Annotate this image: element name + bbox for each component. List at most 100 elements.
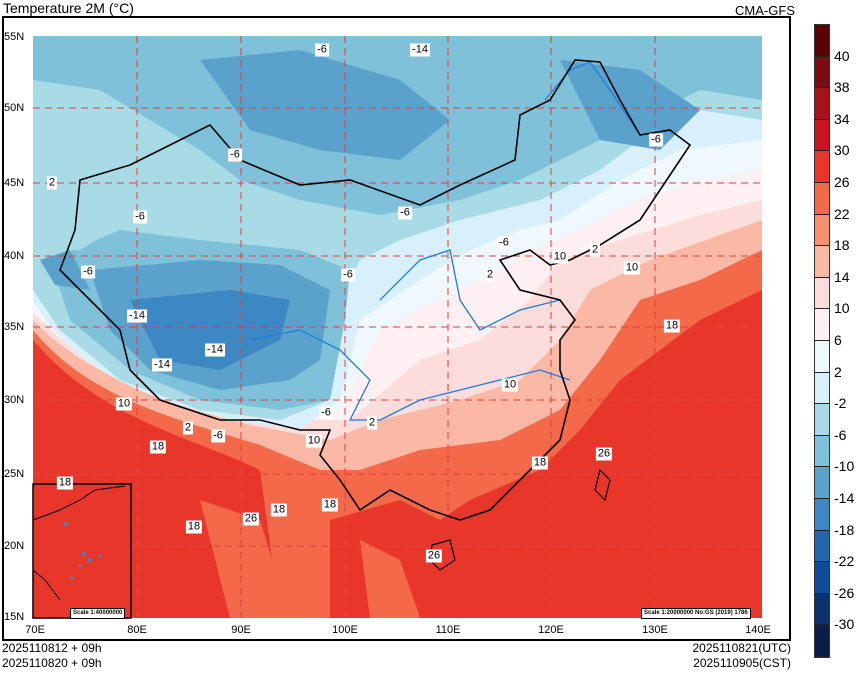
colorbar-label: 14 <box>834 268 850 285</box>
lat-label: 25N <box>4 468 25 480</box>
lat-label: 55N <box>4 31 25 43</box>
contour-label: 2 <box>589 243 601 257</box>
lat-label: 40N <box>4 250 25 262</box>
colorbar-bin <box>815 435 829 468</box>
contour-label: 10 <box>501 378 519 392</box>
inset-scale: Scale 1:40000000 <box>70 608 126 619</box>
contour-label: 10 <box>551 250 569 264</box>
valid-time-utc: 2025110821(UTC) <box>692 641 791 655</box>
contour-label: 10 <box>115 397 133 411</box>
contour-label: -6 <box>497 236 511 250</box>
contour-label: -6 <box>319 406 333 420</box>
valid-time-cst: 2025110905(CST) <box>693 656 791 670</box>
china-border <box>59 59 692 521</box>
colorbar-label: -6 <box>834 426 847 443</box>
contour-label: -14 <box>410 43 430 57</box>
contour-label: -14 <box>205 343 225 357</box>
plot-frame <box>2 16 791 641</box>
model-name: CMA-GFS <box>735 3 795 18</box>
contour-label: 26 <box>242 512 260 526</box>
init-time-1: 2025110812 + 09h <box>2 641 102 655</box>
colorbar-bin <box>815 277 829 310</box>
contour-label: 10 <box>623 261 641 275</box>
lat-label: 45N <box>4 177 25 189</box>
lat-label: 15N <box>4 611 25 623</box>
lon-label: 80E <box>127 624 147 636</box>
contour-label: 2 <box>182 421 194 435</box>
main-scale: Scale 1:20000000 No:GS (2019) 1786 <box>641 608 751 619</box>
colorbar-label: -18 <box>834 521 855 538</box>
colorbar-bin <box>815 404 829 436</box>
colorbar-label: -22 <box>834 553 855 570</box>
colorbar-label: 6 <box>834 332 842 348</box>
colorbar-bin <box>815 151 829 183</box>
contour-label: -6 <box>341 268 355 282</box>
colorbar-bin <box>815 372 829 405</box>
contour-label: -6 <box>211 429 225 443</box>
contour-label: 18 <box>531 456 549 470</box>
lon-label: 120E <box>538 624 564 636</box>
contour-label: 10 <box>305 434 323 448</box>
colorbar-label: 2 <box>834 363 842 380</box>
contour-label: -6 <box>133 210 147 224</box>
colorbar-bin <box>815 625 829 657</box>
lat-label: 35N <box>4 321 25 333</box>
contour-label: 2 <box>484 268 496 282</box>
chart-title: Temperature 2M (°C) <box>3 0 134 16</box>
colorbar-bin <box>815 340 829 373</box>
lon-label: 130E <box>642 624 668 636</box>
lon-label: 100E <box>332 624 358 636</box>
colorbar-bin <box>815 246 829 278</box>
contour-label: 18 <box>270 503 288 517</box>
inset-map <box>32 483 132 619</box>
contour-label: -6 <box>398 206 412 220</box>
contour-label: 26 <box>425 549 443 563</box>
colorbar-bin <box>815 593 829 626</box>
lat-label: 20N <box>4 540 25 552</box>
colorbar <box>814 24 830 658</box>
lon-label: 110E <box>435 624 461 636</box>
colorbar-label: -30 <box>834 616 855 633</box>
contour-label: 2 <box>46 176 58 190</box>
colorbar-label: 18 <box>834 237 850 254</box>
colorbar-bin <box>815 182 829 215</box>
colorbar-label: -2 <box>834 395 847 412</box>
colorbar-bin <box>815 309 829 341</box>
colorbar-label: 38 <box>834 79 850 96</box>
colorbar-label: 40 <box>834 47 850 64</box>
contour-label: -14 <box>127 309 147 323</box>
contour-label: 18 <box>149 440 167 454</box>
colorbar-bin <box>815 88 829 120</box>
colorbar-label: -26 <box>834 584 855 601</box>
lon-label: 140E <box>745 624 771 636</box>
lat-label: 50N <box>4 102 25 114</box>
contour-label: 26 <box>595 447 613 461</box>
colorbar-label: -14 <box>834 490 855 506</box>
contour-label: -6 <box>81 265 95 279</box>
colorbar-label: 10 <box>834 300 850 317</box>
colorbar-bin <box>815 467 829 499</box>
contour-label: 18 <box>185 520 203 534</box>
contour-label: 18 <box>663 319 681 333</box>
colorbar-bin <box>815 56 829 89</box>
lon-label: 90E <box>231 624 251 636</box>
init-time-2: 2025110820 + 09h <box>2 656 102 670</box>
contour-label: -6 <box>315 43 329 57</box>
colorbar-label: 34 <box>834 110 850 127</box>
contour-label: 18 <box>56 476 74 490</box>
contour-label: -14 <box>152 358 172 372</box>
colorbar-bin <box>815 25 829 57</box>
colorbar-label: 26 <box>834 174 850 190</box>
colorbar-bin <box>815 119 829 152</box>
contour-label: -6 <box>649 133 663 147</box>
colorbar-label: 30 <box>834 142 850 159</box>
colorbar-label: 22 <box>834 205 850 222</box>
contour-label: -6 <box>228 148 242 162</box>
lon-label: 70E <box>25 624 45 636</box>
colorbar-label: -10 <box>834 458 855 475</box>
lat-label: 30N <box>4 394 25 406</box>
colorbar-bin <box>815 530 829 563</box>
grid-lines <box>33 36 762 618</box>
colorbar-bin <box>815 562 829 594</box>
